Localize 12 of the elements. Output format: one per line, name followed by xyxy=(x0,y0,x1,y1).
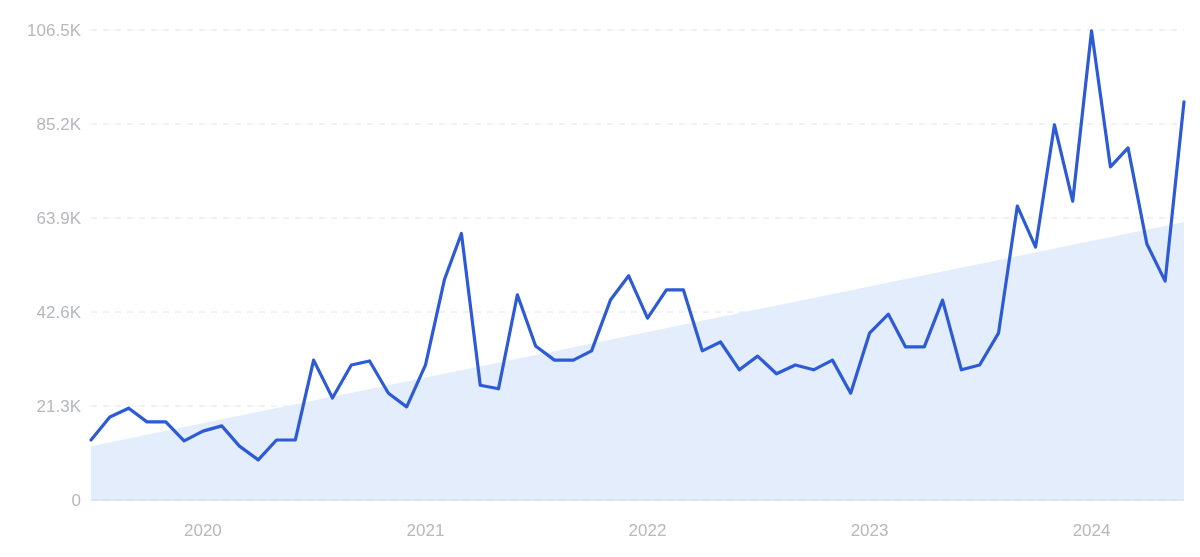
y-tick-label: 21.3K xyxy=(36,396,82,416)
y-tick-label: 106.5K xyxy=(27,20,82,40)
y-tick-label: 42.6K xyxy=(36,302,82,322)
y-tick-label: 0 xyxy=(71,490,81,510)
x-tick-label: 2022 xyxy=(628,521,667,540)
line-series xyxy=(89,29,1186,462)
x-tick-label: 2020 xyxy=(184,521,222,540)
x-tick-label: 2023 xyxy=(850,521,889,540)
x-tick-label: 2024 xyxy=(1072,521,1111,540)
y-tick-label: 85.2K xyxy=(36,114,82,134)
x-tick-label: 2021 xyxy=(406,521,445,540)
y-tick-label: 63.9K xyxy=(36,208,82,228)
